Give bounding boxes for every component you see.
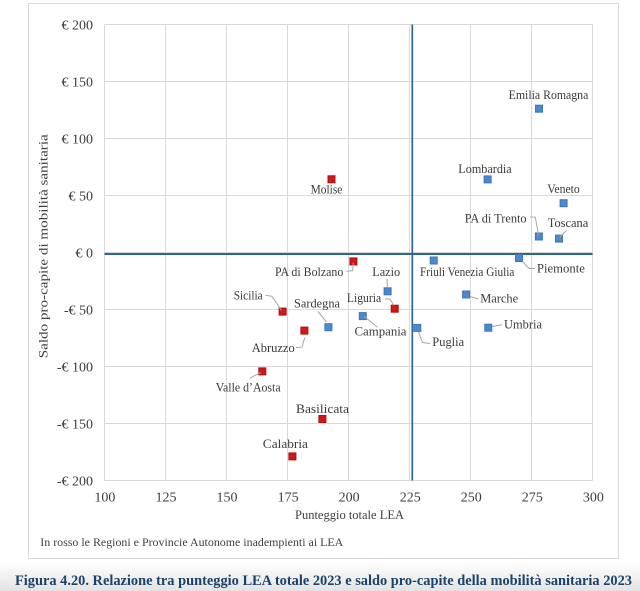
svg-text:Saldo pro-capite di mobilità s: Saldo pro-capite di mobilità sanitaria bbox=[36, 134, 51, 358]
svg-text:Calabria: Calabria bbox=[263, 437, 309, 451]
svg-text:275: 275 bbox=[522, 491, 543, 506]
svg-text:Veneto: Veneto bbox=[547, 182, 580, 196]
svg-text:Valle d’Aosta: Valle d’Aosta bbox=[216, 381, 281, 395]
svg-text:225: 225 bbox=[400, 491, 421, 506]
svg-text:250: 250 bbox=[461, 491, 482, 506]
svg-text:Umbria: Umbria bbox=[504, 318, 542, 332]
svg-text:300: 300 bbox=[583, 491, 604, 506]
svg-text:Molise: Molise bbox=[311, 182, 343, 196]
svg-text:Sardegna: Sardegna bbox=[294, 297, 340, 311]
svg-text:200: 200 bbox=[339, 491, 360, 506]
svg-text:Emilia Romagna: Emilia Romagna bbox=[509, 88, 589, 102]
svg-text:PA di Bolzano: PA di Bolzano bbox=[275, 265, 343, 279]
svg-text:Lazio: Lazio bbox=[372, 265, 400, 279]
svg-text:Abruzzo: Abruzzo bbox=[252, 341, 295, 355]
svg-text:125: 125 bbox=[156, 491, 177, 506]
svg-text:In rosso le Regioni e Provinci: In rosso le Regioni e Provincie Autonome… bbox=[40, 535, 343, 549]
svg-text:Sicilia: Sicilia bbox=[234, 289, 263, 303]
svg-text:Liguria: Liguria bbox=[347, 291, 382, 305]
svg-text:Toscana: Toscana bbox=[548, 216, 589, 230]
svg-text:175: 175 bbox=[278, 491, 299, 506]
svg-text:Friuli Venezia Giulia: Friuli Venezia Giulia bbox=[420, 265, 515, 279]
svg-text:Basilicata: Basilicata bbox=[296, 402, 349, 416]
svg-text:Piemonte: Piemonte bbox=[537, 262, 585, 276]
svg-text:PA di Trento: PA di Trento bbox=[465, 211, 527, 225]
svg-text:€ 150: € 150 bbox=[62, 76, 94, 91]
svg-text:€ 0: € 0 bbox=[76, 247, 94, 262]
svg-text:150: 150 bbox=[217, 491, 238, 506]
svg-text:Lombardia: Lombardia bbox=[458, 162, 512, 176]
svg-text:Figura 4.20. Relazione tra pun: Figura 4.20. Relazione tra punteggio LEA… bbox=[15, 573, 632, 589]
svg-text:100: 100 bbox=[94, 491, 115, 506]
svg-text:-€ 150: -€ 150 bbox=[57, 418, 93, 433]
svg-text:Puglia: Puglia bbox=[432, 335, 464, 349]
svg-text:-€ 50: -€ 50 bbox=[64, 304, 93, 319]
svg-text:€ 200: € 200 bbox=[62, 19, 94, 34]
svg-text:€ 100: € 100 bbox=[62, 133, 94, 148]
svg-text:-€ 100: -€ 100 bbox=[57, 361, 93, 376]
svg-text:€ 50: € 50 bbox=[69, 190, 94, 205]
svg-text:Campania: Campania bbox=[355, 325, 407, 339]
svg-text:Punteggio totale LEA: Punteggio totale LEA bbox=[295, 507, 405, 522]
svg-text:Marche: Marche bbox=[480, 292, 518, 306]
svg-text:-€ 200: -€ 200 bbox=[57, 475, 93, 490]
